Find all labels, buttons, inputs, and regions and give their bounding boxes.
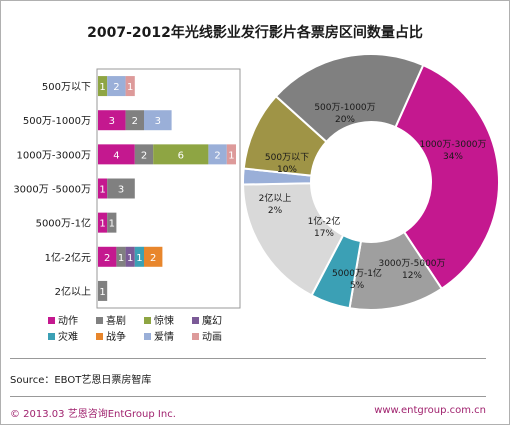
donut-slice-label: 1000万-3000万: [419, 140, 486, 150]
donut-slice-value: 17%: [314, 229, 334, 239]
legend-swatch: [96, 332, 103, 340]
legend-item: 爱情: [144, 331, 174, 345]
donut-slice: [242, 182, 345, 297]
bar-plot-area: [96, 68, 241, 309]
bar-value-label: 2: [214, 150, 220, 161]
bar-value-label: 3: [109, 116, 115, 127]
source-note: Source：EBOT艺恩日票房智库: [10, 375, 152, 386]
donut-slice-value: 5%: [350, 281, 365, 291]
bar-value-label: 6: [178, 150, 184, 161]
donut-slice-value: 10%: [277, 165, 297, 175]
donut-slice-label: 1亿-2亿: [308, 215, 341, 227]
legend-swatch: [192, 332, 199, 340]
bar-segment: [107, 178, 135, 199]
bar-value-label: 1: [136, 253, 142, 264]
bar-segment: [226, 144, 236, 165]
donut-slice-label: 5000万-1亿: [332, 267, 382, 279]
legend-label: 动作: [58, 316, 78, 327]
bar-value-label: 1: [127, 253, 133, 264]
legend-item: 魔幻: [192, 315, 222, 329]
legend-swatch: [48, 332, 55, 340]
bar-segment: [208, 144, 227, 165]
legend-label: 喜剧: [106, 316, 126, 327]
bar-value-label: 2: [132, 116, 138, 127]
bar-value-label: 3: [155, 116, 161, 127]
bar-segment: [144, 110, 172, 131]
donut-slice-value: 12%: [402, 271, 422, 281]
bar-value-label: 1: [109, 219, 115, 230]
copyright-text: © 2013.03 艺恩咨询EntGroup Inc.: [10, 409, 176, 420]
bar-category-label: 500万以下: [42, 82, 91, 93]
bar-value-label: 2: [113, 82, 119, 93]
bar-segment: [98, 144, 135, 165]
website-text: www.entgroup.com.cn: [374, 405, 486, 416]
legend-item: 惊悚: [144, 315, 174, 329]
divider: [10, 358, 486, 359]
bar-value-label: 1: [99, 185, 105, 196]
bar-value-label: 1: [127, 82, 133, 93]
donut-slice-value: 20%: [335, 115, 355, 125]
divider: [10, 396, 486, 397]
bar-value-label: 3: [118, 185, 124, 196]
bar-segment: [107, 212, 117, 233]
bar-segment: [107, 76, 126, 97]
bar-segment: [116, 246, 126, 267]
bar-segment: [98, 76, 108, 97]
legend-label: 战争: [106, 332, 126, 343]
legend-item: 战争: [96, 331, 126, 345]
bar-category-label: 3000万 -5000万: [13, 185, 91, 196]
legend-swatch: [144, 332, 151, 340]
legend-swatch: [48, 316, 55, 324]
legend-item: 动作: [48, 315, 78, 329]
donut-slice-label: 3000万-5000万: [378, 259, 445, 269]
legend-item: 喜剧: [96, 315, 126, 329]
legend-label: 魔幻: [202, 316, 222, 327]
legend-swatch: [144, 316, 151, 324]
bar-value-label: 1: [99, 287, 105, 298]
bar-segment: [98, 110, 126, 131]
bar-segment: [134, 246, 144, 267]
bar-value-label: 2: [104, 253, 110, 264]
bar-value-label: 1: [99, 82, 105, 93]
bar-value-label: 4: [113, 150, 119, 161]
bar-segment: [125, 76, 135, 97]
bar-segment: [98, 178, 108, 199]
bar-segment: [98, 246, 117, 267]
legend-label: 惊悚: [154, 316, 174, 327]
legend-item: 灾难: [48, 331, 78, 345]
bar-category-label: 5000万-1亿: [36, 217, 91, 230]
legend-label: 爱情: [154, 332, 174, 343]
legend-swatch: [96, 316, 103, 324]
legend-label: 动画: [202, 332, 222, 343]
donut-slice-label: 500万以下: [265, 153, 309, 163]
bar-segment: [134, 144, 154, 165]
bar-segment: [153, 144, 209, 165]
donut-slice-value: 34%: [443, 152, 463, 162]
bar-value-label: 2: [150, 253, 156, 264]
bar-segment: [125, 110, 144, 131]
bar-segment: [98, 280, 108, 301]
bar-category-label: 1亿-2亿元: [45, 251, 91, 264]
legend-label: 灾难: [58, 332, 78, 343]
chart-title: 2007-2012年光线影业发行影片各票房区间数量占比: [87, 25, 423, 41]
bar-category-label: 2亿以上: [55, 285, 91, 298]
bar-category-label: 1000万-3000万: [16, 150, 91, 161]
donut-slice: [394, 63, 500, 291]
bar-segment: [144, 246, 163, 267]
bar-value-label: 1: [99, 219, 105, 230]
donut-slice-label: 500万-1000万: [314, 103, 375, 113]
donut-slice-label: 2亿以上: [259, 192, 292, 204]
donut-slice: [274, 53, 425, 144]
bar-segment: [98, 212, 108, 233]
bar-value-label: 1: [228, 150, 234, 161]
donut-slice-value: 2%: [268, 206, 283, 216]
bar-category-label: 500万-1000万: [23, 116, 91, 127]
legend-swatch: [192, 316, 199, 324]
legend-item: 动画: [192, 331, 222, 345]
bar-segment: [125, 246, 135, 267]
bar-value-label: 1: [118, 253, 124, 264]
bar-value-label: 2: [141, 150, 147, 161]
